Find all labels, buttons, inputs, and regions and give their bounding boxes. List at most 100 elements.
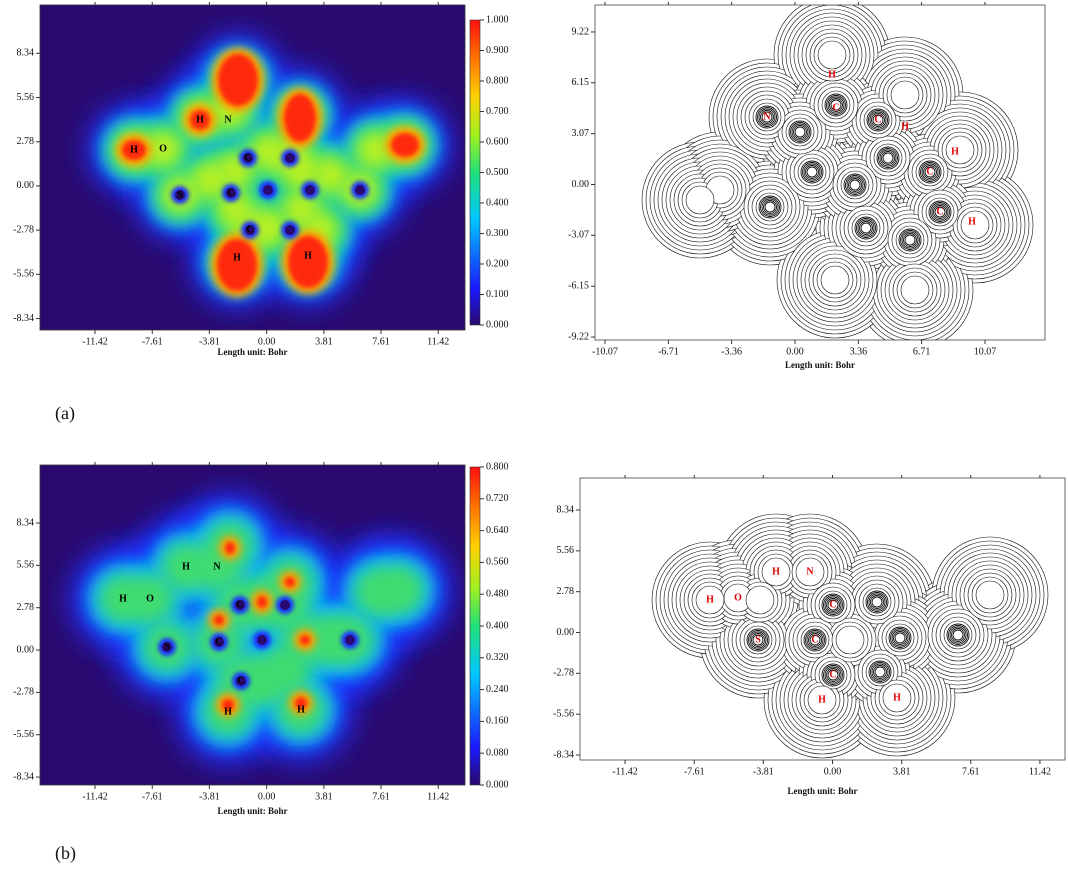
contour-line [921,163,939,181]
contour-line [803,163,821,181]
density-blob [300,635,310,645]
density-hole [175,190,185,200]
contour-line [918,160,942,184]
contour-line [760,110,774,124]
colorbar [469,19,481,326]
x-tick-label: -10.07 [592,346,618,357]
density-hole [355,185,365,195]
heat-map [40,465,465,785]
x-axis-label: Length unit: Bohr [787,786,857,796]
x-tick-label: 3.81 [893,766,911,777]
colorbar-tick-label: 0.200 [486,258,509,269]
contour-line [846,176,864,194]
contour-line [975,580,1005,610]
heat-map [40,5,465,330]
x-tick-label: 10.07 [974,346,997,357]
atom-label: H [901,121,909,132]
contour-line [871,596,883,608]
colorbar-tick-label: 0.900 [486,45,509,56]
x-tick-label: -3.81 [199,336,220,347]
contour-line [920,162,940,182]
contour-line [868,593,886,611]
contour-line [803,628,827,652]
x-tick-label: 0.00 [786,346,804,357]
contour-line [903,233,917,247]
contour-line [800,160,824,184]
contour-line [934,206,946,218]
y-tick-label: -8.34 [553,749,574,760]
x-tick-label: -11.42 [82,791,107,802]
y-tick-label: -5.56 [553,708,574,719]
contour-line [868,660,892,684]
atom-label: H [951,146,959,157]
contour-line [872,114,884,126]
y-tick-label: -5.56 [13,729,34,740]
contour-line [901,231,919,249]
x-tick-label: -11.42 [612,766,637,777]
atom-label: H [233,252,241,263]
colorbar-tick-label: 0.500 [486,167,509,178]
density-blob [295,697,307,709]
contour-line [874,666,886,678]
density-blob [192,162,228,198]
contour-line [948,625,968,645]
plot-frame [39,464,466,786]
contour-line [809,634,821,646]
atom-label: C [832,102,839,113]
contour-line [868,110,888,130]
plot-frame [579,477,1066,761]
contour-line [824,93,848,117]
contour-line [824,666,842,684]
density-blob [99,575,147,623]
contour-line [949,626,967,644]
y-tick-label: -5.56 [13,269,34,280]
atom-label: C [215,636,222,647]
contour-line [882,152,894,164]
contour-line [761,557,791,587]
contour-line [829,98,843,112]
atom-label: H [297,704,305,715]
colorbar-tick-label: 0.560 [486,557,509,568]
contour-line [805,630,825,650]
atom-label: H [706,594,714,605]
y-tick-label: 2.78 [17,136,35,147]
contour-line [873,665,887,679]
colorbar-tick-label: 0.700 [486,106,509,117]
atom-label: O [146,593,154,604]
contour-line [867,592,887,612]
contour-line [898,228,922,252]
contour-line [904,234,916,246]
contour-line [830,99,842,111]
atom-label: N [224,114,232,125]
contour-line [763,200,777,214]
atom-label: C [936,206,943,217]
atom-label: C [236,599,243,610]
density-blob [391,133,419,157]
density-hole [236,676,246,686]
density-hole [257,635,267,645]
contour-line [802,162,822,182]
colorbar-tick-label: 1.000 [486,14,509,25]
contour-line [824,596,842,614]
contour-map [595,5,1045,340]
contour-line [933,205,947,219]
atom-label: C [811,634,818,645]
atom-label: H [224,706,232,717]
density-hole [226,188,236,198]
colorbar-tick-label: 0.100 [486,289,509,300]
colorbar-tick-label: 0.400 [486,620,509,631]
density-blob [214,615,224,625]
y-tick-label: 0.00 [17,180,35,191]
y-tick-label: 3.07 [572,128,590,139]
colorbar-tick-label: 0.240 [486,684,509,695]
contour-line [827,599,839,611]
colorbar-tick-label: 0.400 [486,197,509,208]
density-hole [285,153,295,163]
x-tick-label: 3.81 [315,336,333,347]
atom-label: S [177,189,183,200]
density-hole [214,637,224,647]
contour-line [788,120,812,144]
density-hole [162,642,172,652]
contour-line [930,202,950,222]
colorbar-tick-label: 0.320 [486,652,509,663]
